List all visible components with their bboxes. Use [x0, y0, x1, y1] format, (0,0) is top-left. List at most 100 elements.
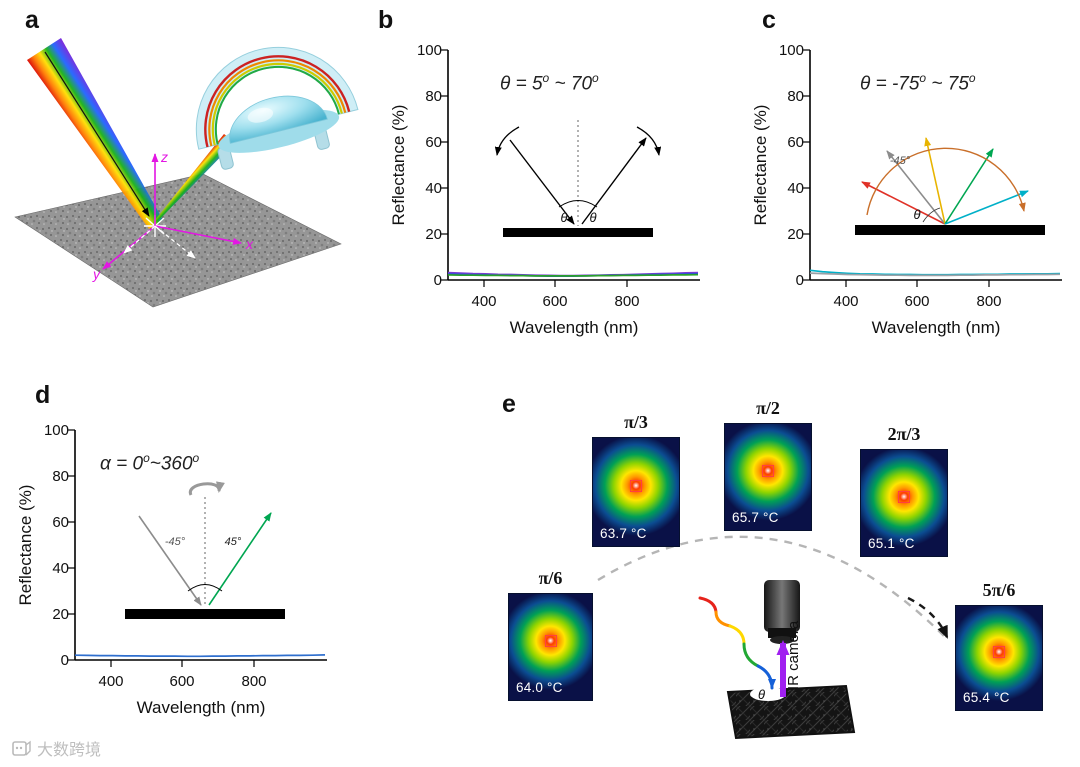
ir-camera-label: IR camera [785, 620, 802, 690]
panel-b-chart: 0 20 40 60 80 100 400 600 800 Wavelength… [388, 25, 718, 355]
ytick: 0 [61, 652, 69, 669]
y-axis-title: Reflectance (%) [389, 105, 408, 226]
ytick: 0 [796, 272, 804, 289]
integrating-dome [195, 46, 359, 170]
x-axis-title: Wavelength (nm) [510, 318, 639, 337]
chart-d-series [74, 654, 326, 658]
coordinate-axes: z x y [92, 149, 254, 282]
incident-light-squiggle [698, 596, 776, 690]
angle-label: π/3 [624, 412, 648, 432]
theta-left-label: θ [560, 210, 567, 225]
y-axis-label: y [92, 266, 101, 282]
xtick: 800 [241, 673, 266, 690]
ytick: 40 [52, 560, 69, 577]
z-axis-label: z [160, 149, 168, 165]
x-axis-title: Wavelength (nm) [872, 318, 1001, 337]
thermal-image: 65.4 °C [955, 605, 1043, 711]
thermal-image: 64.0 °C [508, 593, 593, 701]
xtick: 800 [614, 293, 639, 310]
chart-c-inset-diagram: -45° θ [855, 137, 1045, 235]
panel-a-illustration: z x y [14, 38, 359, 308]
theta-right-label: θ [589, 210, 596, 225]
panel-d-label: d [35, 381, 51, 409]
nanowire-sample-block [726, 684, 856, 740]
chart-b-series [447, 271, 699, 277]
xtick: 400 [98, 673, 123, 690]
ytick: 100 [779, 42, 804, 59]
chart-d-svg: 0 20 40 60 80 100 400 600 800 Wavelength… [16, 422, 327, 717]
chart-d-annotation: α = 0o~360o [100, 451, 200, 475]
chart-b-svg: 0 20 40 60 80 100 400 600 800 Wavelength… [389, 42, 700, 337]
chart-b-annotation: θ = 5o ~ 70o [500, 71, 599, 95]
ytick: 80 [787, 88, 804, 105]
spot-marker-icon [630, 479, 642, 492]
chart-d-ticks [68, 429, 255, 667]
spot-marker-icon [898, 490, 910, 503]
panel-e-label: e [502, 390, 516, 418]
ytick: 20 [787, 226, 804, 243]
spot-marker-icon [762, 464, 774, 477]
temperature-label: 65.4 °C [963, 690, 1010, 705]
chart-b-ticks [441, 49, 628, 287]
ytick: 80 [425, 88, 442, 105]
ytick: 60 [52, 514, 69, 531]
thermal-unit-pi-6: π/6 64.0 °C [508, 568, 593, 701]
panel-d-chart: 0 20 40 60 80 100 400 600 800 Wavelength… [15, 405, 345, 735]
reflected-rainbow-beam [151, 134, 235, 225]
temperature-label: 65.1 °C [868, 536, 915, 551]
angle-label: 2π/3 [887, 424, 921, 444]
ytick: 20 [52, 606, 69, 623]
xtick: 800 [976, 293, 1001, 310]
angle-label: 5π/6 [982, 580, 1016, 600]
panel-a-label: a [25, 6, 39, 34]
ytick: 100 [417, 42, 442, 59]
theta-label: θ [913, 207, 920, 222]
xtick: 400 [471, 293, 496, 310]
chart-c-annotation: θ = -75o ~ 75o [860, 71, 976, 95]
temperature-label: 63.7 °C [600, 526, 647, 541]
xtick: 400 [833, 293, 858, 310]
thermal-image: 65.1 °C [860, 449, 948, 557]
minus45-label: -45° [165, 536, 186, 548]
ytick: 40 [425, 180, 442, 197]
y-axis-title: Reflectance (%) [751, 105, 770, 226]
panel-c-label: c [762, 6, 776, 34]
thermal-unit-pi-3: π/3 63.7 °C [592, 412, 680, 547]
chart-b-inset-diagram: θ θ [494, 120, 662, 237]
sample-spot [750, 687, 786, 701]
ytick: 60 [787, 134, 804, 151]
panel-e-schematic: θ IR camera [597, 535, 949, 740]
thermal-unit-5pi-6: 5π/6 65.4 °C [955, 580, 1043, 711]
plus45-label: 45° [225, 536, 242, 548]
angle-label: π/2 [756, 398, 780, 418]
x-axis-label: x [245, 236, 254, 252]
incident-rainbow-beam [27, 38, 163, 229]
xtick: 600 [904, 293, 929, 310]
temperature-label: 64.0 °C [516, 680, 563, 695]
angle-label: π/6 [538, 568, 563, 588]
chart-c-series [809, 269, 1061, 277]
spot-marker-icon [544, 634, 557, 647]
angle-sweep-arc-dashed [597, 535, 949, 641]
thermal-image: 63.7 °C [592, 437, 680, 547]
panel-c-chart: 0 20 40 60 80 100 400 600 800 Wavelength… [750, 25, 1080, 355]
theta-label: θ [758, 687, 765, 702]
thermal-unit-2pi-3: 2π/3 65.1 °C [860, 424, 948, 557]
y-axis-title: Reflectance (%) [16, 485, 35, 606]
watermark-logo-icon [12, 740, 31, 756]
watermark: 大数跨境 [10, 736, 101, 760]
watermark-text: 大数跨境 [37, 742, 102, 759]
chart-c-svg: 0 20 40 60 80 100 400 600 800 Wavelength… [751, 42, 1062, 337]
incident-beam-arrow [44, 51, 150, 217]
xtick: 600 [542, 293, 567, 310]
x-axis-title: Wavelength (nm) [137, 698, 266, 717]
ytick: 100 [44, 422, 69, 439]
angle-sweep-arc-arrow [907, 596, 949, 639]
chart-d-inset-diagram: -45° 45° [125, 481, 285, 619]
ytick: 80 [52, 468, 69, 485]
chart-c-ticks [803, 49, 990, 287]
minus45-label: -45° [890, 155, 911, 167]
ytick: 20 [425, 226, 442, 243]
panel-b-label: b [378, 6, 394, 34]
